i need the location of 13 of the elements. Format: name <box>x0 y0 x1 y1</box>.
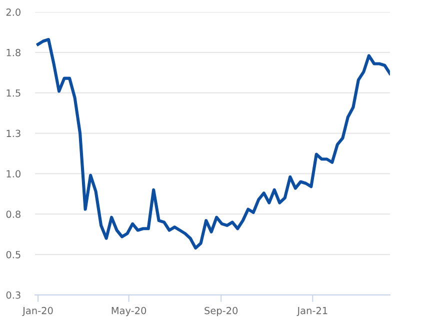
line-series <box>36 38 390 250</box>
x-tick-label: Sep-20 <box>204 306 238 316</box>
x-tick-label: Jan-20 <box>22 306 53 316</box>
y-tick-label: 1.3 <box>6 130 20 138</box>
x-tick-label: Jan-21 <box>296 306 328 316</box>
y-tick-label: 1.5 <box>6 89 20 97</box>
y-tick-label: 0.3 <box>6 291 20 299</box>
y-tick-label: 1.0 <box>6 170 20 178</box>
y-tick-label: 0.8 <box>6 210 20 218</box>
x-tick-label: May-20 <box>112 306 146 316</box>
y-tick-label: 2.0 <box>6 8 20 16</box>
y-tick-label: 0.5 <box>6 250 20 258</box>
y-tick-label: 1.8 <box>6 48 20 56</box>
